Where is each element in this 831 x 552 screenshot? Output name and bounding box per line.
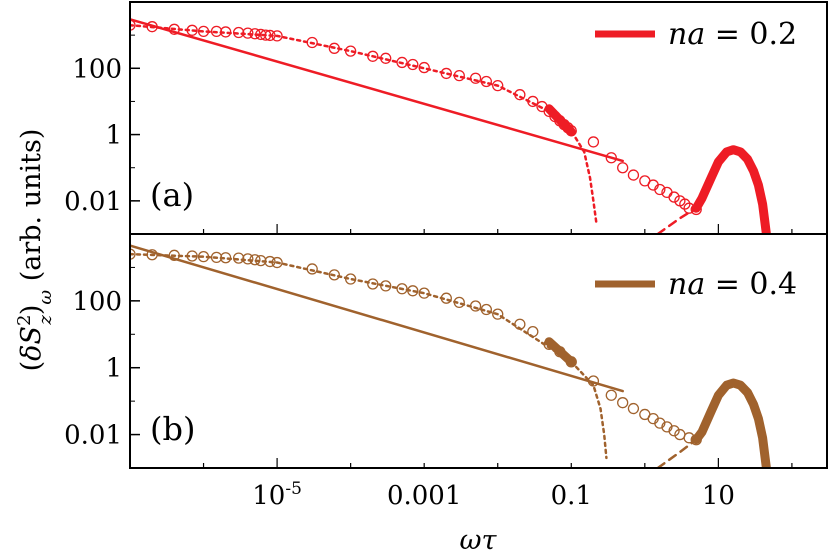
fit-line <box>130 244 624 393</box>
thick-curve <box>544 337 576 367</box>
data-point <box>627 169 640 181</box>
data-point <box>617 397 629 409</box>
data-point <box>469 300 482 312</box>
thick-curve <box>691 145 771 234</box>
plot-area-a <box>130 18 771 234</box>
data-point <box>587 136 600 148</box>
data-point <box>232 252 245 264</box>
y-tick-label: 0.01 <box>64 187 122 217</box>
legend-label: na = 0.2 <box>668 17 797 52</box>
panel-label: (a) <box>150 176 194 214</box>
dotted-curve <box>130 252 608 460</box>
x-tick-label: 10 <box>702 481 735 511</box>
data-point <box>306 263 318 275</box>
data-point <box>418 287 430 299</box>
data-point <box>130 248 136 260</box>
x-tick-labels: 10-5 0.001 0.1 10 <box>252 479 735 511</box>
y-axis-label: (δS2z)ω (arb. units) <box>14 129 56 372</box>
y-tick-label: 0.01 <box>64 421 122 451</box>
x-tick-label: 10-5 <box>252 479 302 511</box>
y-tick-label: 100 <box>72 54 122 84</box>
data-point <box>492 308 504 320</box>
fit-line <box>130 18 624 163</box>
data-point <box>232 26 245 39</box>
data-point <box>328 269 340 281</box>
panel-b: 100 1 0.01 (b) na = 0.4 <box>64 233 828 469</box>
data-point <box>492 79 504 92</box>
thick-curve <box>544 104 576 137</box>
data-point <box>668 425 680 437</box>
plot-area-b <box>130 244 771 468</box>
dotted-curve <box>130 23 598 226</box>
data-point <box>668 191 680 203</box>
data-point <box>679 198 691 210</box>
data-point <box>605 152 617 164</box>
panel-a: 100 1 0.01 (a) na = 0.2 <box>64 1 828 235</box>
x-tick-label: 0.1 <box>551 481 592 511</box>
svg-text:(δS2z)ω (arb. units): (δS2z)ω (arb. units) <box>14 129 56 372</box>
legend: na = 0.2 <box>595 17 797 52</box>
x-tick-label: 0.001 <box>387 481 461 511</box>
data-point <box>654 183 666 196</box>
data-point <box>654 417 666 429</box>
thick-curve <box>691 378 771 468</box>
x-axis-label: ωτ <box>460 525 498 552</box>
data-point <box>627 402 640 415</box>
legend: na = 0.4 <box>595 267 797 302</box>
y-tick-label: 1 <box>105 121 122 151</box>
y-tick-label: 1 <box>105 354 122 384</box>
data-point <box>396 56 408 69</box>
dashed-curve <box>656 438 698 468</box>
dashed-curve <box>656 206 698 234</box>
data-point <box>367 278 379 290</box>
legend-label: na = 0.4 <box>668 267 797 302</box>
data-point <box>130 19 136 31</box>
data-point <box>605 389 617 401</box>
plot-frame <box>129 233 828 469</box>
data-point <box>469 72 482 84</box>
data-point <box>617 162 629 174</box>
y-tick-label: 100 <box>72 287 122 317</box>
panel-label: (b) <box>150 410 195 448</box>
